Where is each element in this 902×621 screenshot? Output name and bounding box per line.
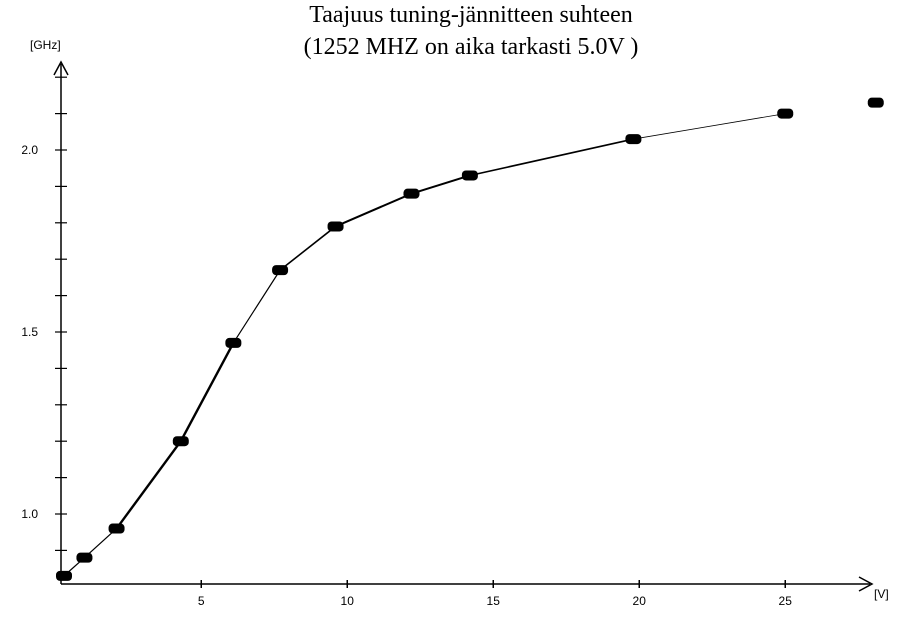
data-point	[867, 97, 884, 108]
series-segment	[179, 342, 235, 442]
x-tick-label: 25	[779, 594, 793, 608]
data-point	[272, 265, 289, 276]
x-tick-label: 15	[487, 594, 501, 608]
series-segment	[469, 138, 634, 177]
y-tick-label: 1.5	[21, 325, 38, 339]
data-point	[108, 523, 125, 534]
data-point	[461, 170, 478, 181]
axes	[53, 60, 874, 592]
series-segment	[633, 113, 786, 140]
x-tick-label: 10	[341, 594, 355, 608]
data-point	[625, 134, 642, 145]
data-point	[76, 552, 93, 563]
chart-subtitle: (1252 MHZ on aika tarkasti 5.0V )	[303, 34, 639, 60]
chart-title: Taajuus tuning-jännitteen suhteen	[309, 2, 633, 28]
y-axis-label: [GHz]	[30, 38, 61, 52]
series-segment	[279, 225, 337, 271]
x-tick-label: 20	[633, 594, 647, 608]
series-segment	[335, 192, 412, 228]
ticks: 1.0 1.5 2.0 5 10 15 20 25	[21, 76, 793, 608]
series-segment	[411, 174, 471, 195]
y-tick-label: 2.0	[21, 143, 38, 157]
y-axis-arrow	[53, 60, 69, 76]
series-segment	[84, 528, 117, 559]
series	[56, 97, 884, 581]
y-tick-label: 1.0	[21, 507, 38, 521]
x-axis-arrow	[858, 576, 874, 592]
series-segment	[115, 440, 182, 530]
data-point	[403, 188, 420, 199]
data-point	[777, 108, 794, 119]
data-point	[225, 337, 242, 348]
x-tick-label: 5	[198, 594, 205, 608]
x-axis-label: [V]	[874, 587, 889, 601]
axis-labels: [GHz] [V]	[30, 38, 889, 601]
data-point	[327, 221, 344, 232]
data-point	[56, 570, 72, 581]
series-segment	[232, 269, 281, 344]
data-point	[172, 436, 189, 447]
